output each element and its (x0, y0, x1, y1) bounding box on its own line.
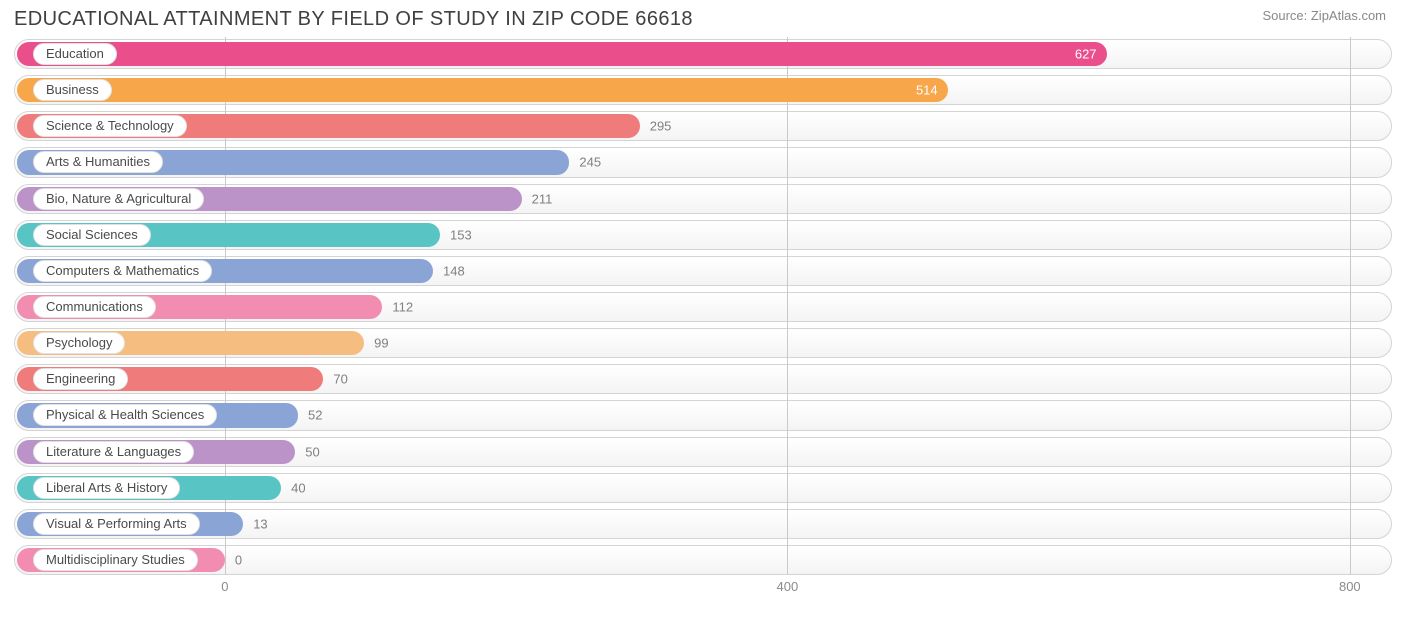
category-pill: Psychology (33, 332, 125, 354)
header: Educational Attainment by Field of Study… (0, 0, 1406, 37)
value-label: 245 (579, 155, 601, 170)
chart-title: Educational Attainment by Field of Study… (14, 8, 693, 31)
category-pill: Bio, Nature & Agricultural (33, 188, 204, 210)
bars-container: Education 627 Business 514 Science & Technol… (14, 37, 1392, 575)
bar-row: Physical & Health Sciences 52 (14, 400, 1392, 430)
bar-row: Multidisciplinary Studies 0 (14, 545, 1392, 575)
bar-row: Bio, Nature & Agricultural 211 (14, 184, 1392, 214)
category-pill: Arts & Humanities (33, 151, 163, 173)
category-pill: Science & Technology (33, 115, 187, 137)
x-tick-label: 0 (221, 579, 228, 594)
bar-row: Arts & Humanities 245 (14, 147, 1392, 177)
value-label: 52 (308, 408, 322, 423)
bar-row: Science & Technology 295 (14, 111, 1392, 141)
value-label: 0 (235, 553, 242, 568)
gridline (1350, 37, 1351, 575)
x-axis: 0 400 800 (14, 575, 1392, 599)
value-label: 295 (650, 119, 672, 134)
value-label: 112 (392, 300, 413, 315)
category-pill: Physical & Health Sciences (33, 404, 217, 426)
value-label: 153 (450, 227, 472, 242)
value-label: 148 (443, 263, 465, 278)
value-label: 211 (532, 191, 553, 206)
value-label: 70 (333, 372, 347, 387)
bar-row: Engineering 70 (14, 364, 1392, 394)
source-attribution: Source: ZipAtlas.com (1262, 8, 1386, 23)
category-pill: Computers & Mathematics (33, 260, 212, 282)
value-label: 40 (291, 480, 305, 495)
category-pill: Liberal Arts & History (33, 477, 180, 499)
bar-row: Literature & Languages 50 (14, 437, 1392, 467)
value-label: 50 (305, 444, 319, 459)
category-pill: Visual & Performing Arts (33, 513, 200, 535)
bar-row: Education 627 (14, 39, 1392, 69)
value-label: 99 (374, 336, 388, 351)
chart-area: Education 627 Business 514 Science & Technol… (0, 37, 1406, 599)
x-tick-label: 400 (777, 579, 799, 594)
bar-fill (17, 42, 1107, 66)
bar-row: Business 514 (14, 75, 1392, 105)
x-tick-label: 800 (1339, 579, 1361, 594)
bar-row: Social Sciences 153 (14, 220, 1392, 250)
value-label: 514 (916, 83, 938, 98)
value-label: 627 (1075, 47, 1097, 62)
bar-fill (17, 78, 948, 102)
category-pill: Communications (33, 296, 156, 318)
category-pill: Business (33, 79, 112, 101)
gridline (787, 37, 788, 575)
bar-row: Communications 112 (14, 292, 1392, 322)
category-pill: Literature & Languages (33, 441, 194, 463)
category-pill: Education (33, 43, 117, 65)
category-pill: Social Sciences (33, 224, 151, 246)
value-label: 13 (253, 516, 267, 531)
category-pill: Multidisciplinary Studies (33, 549, 198, 571)
plot: Education 627 Business 514 Science & Technol… (14, 37, 1392, 599)
bar-row: Psychology 99 (14, 328, 1392, 358)
category-pill: Engineering (33, 368, 128, 390)
bar-row: Computers & Mathematics 148 (14, 256, 1392, 286)
bar-row: Liberal Arts & History 40 (14, 473, 1392, 503)
bar-row: Visual & Performing Arts 13 (14, 509, 1392, 539)
